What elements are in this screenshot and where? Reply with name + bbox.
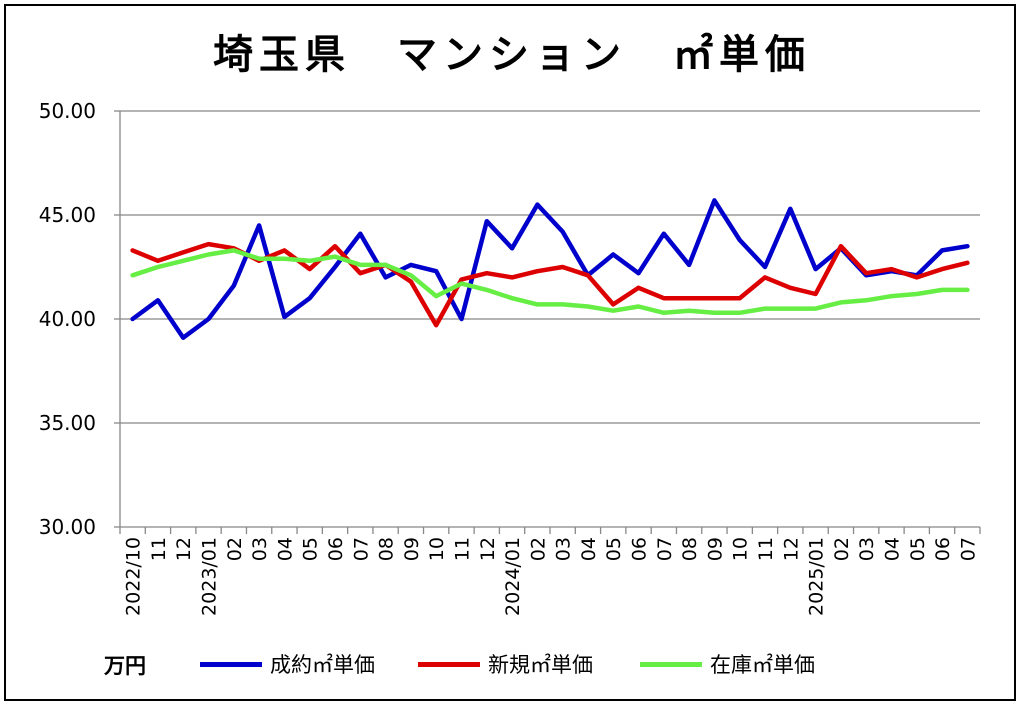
x-tick-label: 06 — [325, 537, 347, 561]
chart-frame — [4, 4, 1016, 701]
legend-label-contract: 成約㎡単価 — [270, 653, 375, 677]
y-tick-label: 50.00 — [39, 99, 96, 123]
legend-swatch-stock — [640, 661, 702, 667]
y-tick-label: 35.00 — [39, 411, 96, 435]
x-tick-label: 07 — [654, 537, 676, 561]
x-tick-label: 03 — [856, 537, 878, 561]
y-tick-label: 45.00 — [39, 203, 96, 227]
x-tick-label: 02 — [527, 537, 549, 561]
legend-item-stock: 在庫㎡単価 — [640, 649, 815, 679]
x-tick-label: 07 — [957, 537, 979, 561]
x-tick-label: 07 — [350, 537, 372, 561]
legend-swatch-contract — [200, 661, 262, 667]
legend-item-new: 新規㎡単価 — [418, 649, 593, 679]
legend-label-new: 新規㎡単価 — [488, 653, 593, 677]
x-tick-label: 2023/01 — [199, 537, 221, 616]
x-tick-label: 05 — [603, 537, 625, 561]
legend-label-stock: 在庫㎡単価 — [710, 653, 815, 677]
legend-item-contract: 成約㎡単価 — [200, 649, 375, 679]
x-tick-label: 09 — [401, 537, 423, 561]
x-tick-label: 11 — [755, 537, 777, 561]
x-tick-label: 05 — [907, 537, 929, 561]
x-tick-label: 04 — [578, 537, 600, 561]
x-tick-label: 06 — [932, 537, 954, 561]
x-tick-label: 2025/01 — [806, 537, 828, 616]
x-tick-label: 12 — [477, 537, 499, 561]
x-tick-label: 04 — [274, 537, 296, 561]
x-tick-label: 02 — [831, 537, 853, 561]
x-tick-label: 05 — [300, 537, 322, 561]
x-tick-label: 08 — [679, 537, 701, 561]
x-tick-label: 12 — [780, 537, 802, 561]
x-tick-label: 03 — [553, 537, 575, 561]
x-tick-label: 2024/01 — [502, 537, 524, 616]
x-tick-label: 10 — [730, 537, 752, 561]
x-tick-label: 10 — [426, 537, 448, 561]
x-tick-label: 12 — [173, 537, 195, 561]
x-tick-label: 11 — [148, 537, 170, 561]
x-tick-label: 09 — [704, 537, 726, 561]
y-tick-label: 30.00 — [39, 515, 96, 539]
x-tick-label: 11 — [451, 537, 473, 561]
x-tick-label: 04 — [881, 537, 903, 561]
x-tick-label: 2022/10 — [123, 537, 145, 616]
chart-title: 埼玉県 マンション ㎡単価 — [213, 32, 811, 78]
legend-swatch-new — [418, 661, 480, 667]
unit-label: 万円 — [104, 654, 146, 678]
x-tick-label: 08 — [376, 537, 398, 561]
x-tick-label: 03 — [249, 537, 271, 561]
series-line-2 — [130, 248, 970, 316]
series-line-0 — [130, 198, 970, 340]
y-tick-label: 40.00 — [39, 307, 96, 331]
x-tick-label: 02 — [224, 537, 246, 561]
x-tick-label: 06 — [629, 537, 651, 561]
series-line-1 — [130, 241, 970, 328]
